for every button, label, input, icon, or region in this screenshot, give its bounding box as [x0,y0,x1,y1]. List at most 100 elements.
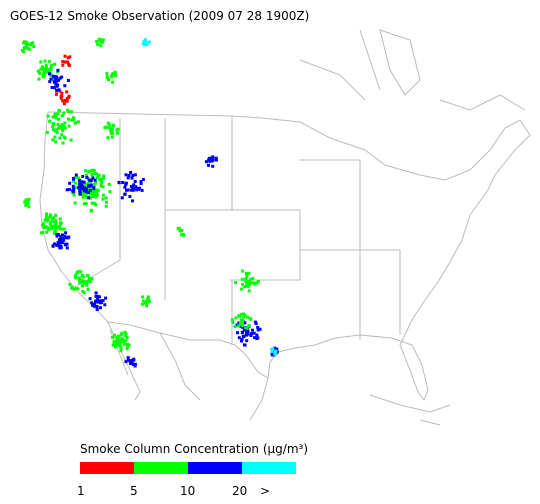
smoke-pixel [133,364,137,368]
smoke-pixel [140,302,144,306]
smoke-pixel [76,176,80,180]
smoke-pixel [130,176,134,180]
smoke-pixel [90,172,94,176]
smoke-pixel [57,109,61,113]
smoke-pixel [126,356,130,360]
smoke-pixel [240,277,244,281]
smoke-pixel [250,332,253,336]
smoke-pixel [247,271,251,275]
smoke-pixel [103,303,107,307]
smoke-pixel [61,237,65,240]
smoke-pixel [251,328,254,332]
smoke-pixel [141,295,145,299]
smoke-pixel [121,180,125,184]
smoke-pixel [242,335,246,339]
smoke-pixel [249,334,253,337]
smoke-pixel [111,80,115,84]
smoke-pixel [70,118,74,122]
smoke-pixel [256,336,260,340]
smoke-pixel [138,186,142,190]
smoke-pixel [53,225,56,229]
smoke-pixel [83,183,86,187]
smoke-pixel [40,65,44,69]
smoke-pixel [99,44,103,48]
smoke-pixel [72,287,76,291]
smoke-pixel [55,75,59,79]
smoke-pixel [117,340,121,343]
smoke-pixel [111,72,115,76]
smoke-pixel [126,176,130,180]
smoke-pixel [243,343,247,347]
smoke-pixel [86,287,90,291]
smoke-pixel [107,123,111,126]
smoke-pixel [237,324,241,328]
smoke-pixel [115,343,119,347]
smoke-pixel [68,181,72,185]
smoke-pixel [258,327,262,331]
smoke-pixel [59,235,63,238]
smoke-pixel [55,79,58,83]
smoke-pixel [98,38,102,42]
smoke-pixel [233,325,237,329]
smoke-pixel [120,196,124,200]
legend-tick-label: > [260,484,270,498]
smoke-pixel [80,184,84,188]
smoke-pixel [66,60,70,64]
smoke-pixel [78,281,82,285]
smoke-pixel [60,94,64,98]
smoke-pixel [99,301,103,304]
smoke-pixel [89,183,93,187]
smoke-pixel [45,219,49,223]
smoke-pixel [74,173,78,177]
smoke-pixel [89,196,92,200]
smoke-pixel [133,180,137,184]
smoke-pixel [130,188,134,192]
smoke-pixel [73,201,77,205]
smoke-pixel [119,345,123,349]
smoke-pixel [126,345,130,349]
smoke-pixel [131,188,135,192]
legend-tick-label: 1 [77,484,85,498]
smoke-pixel [240,325,244,329]
smoke-pixel [76,287,80,291]
legend-swatch [80,462,134,474]
smoke-pixel [92,304,96,308]
smoke-pixel [84,169,88,173]
smoke-pixel [87,191,90,195]
smoke-pixel [63,121,67,125]
legend: 1 5 10 20 > [77,462,296,498]
smoke-pixel [24,44,28,48]
smoke-pixel [230,318,234,322]
smoke-pixel [65,188,69,192]
smoke-pixel [110,132,113,136]
smoke-pixel [126,343,130,346]
smoke-pixel [115,128,119,132]
smoke-pixel [65,90,69,94]
smoke-pixel [132,183,136,187]
smoke-pixel [207,163,210,167]
smoke-pixel [79,270,83,274]
smoke-pixel [114,74,118,78]
smoke-pixel [240,287,244,291]
smoke-pixel [87,277,91,280]
smoke-pixel [241,269,245,273]
smoke-pixel [55,127,59,131]
smoke-pixel [105,125,109,129]
smoke-pixel [110,135,114,139]
smoke-pixel [90,301,94,305]
smoke-pixel [83,202,86,206]
smoke-pixel [245,275,249,279]
smoke-pixel [63,234,67,238]
smoke-pixel [89,209,93,213]
smoke-pixel [70,286,74,290]
smoke-pixel [68,283,72,286]
smoke-pixel [72,187,76,191]
smoke-pixel [204,160,208,164]
smoke-pixel [76,270,80,274]
smoke-pixel [62,135,66,139]
smoke-pixel [211,155,215,159]
smoke-pixel [50,64,53,68]
smoke-pixel [42,71,46,75]
smoke-pixel [95,308,99,311]
